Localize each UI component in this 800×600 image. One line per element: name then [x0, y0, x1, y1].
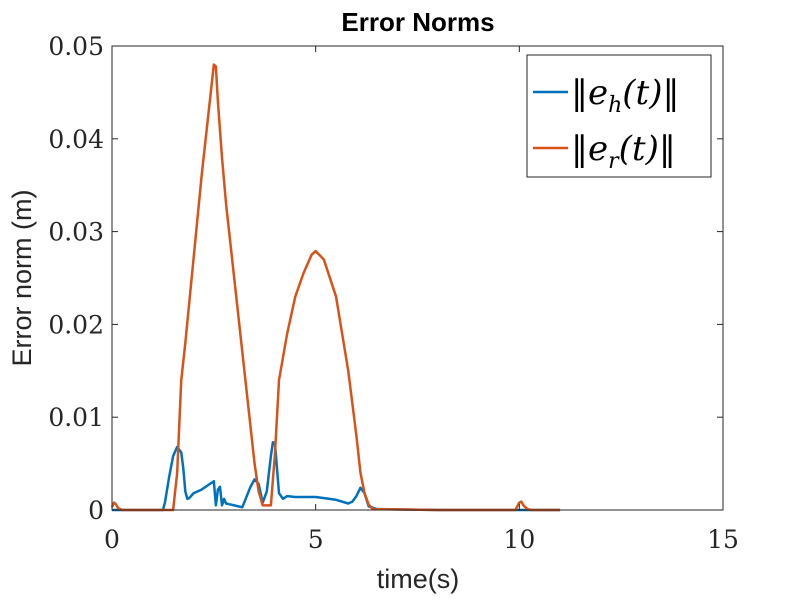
y-tick-label: 0.02	[48, 310, 104, 339]
legend-entry-e-h: ‖eh(t)‖	[571, 73, 680, 118]
y-tick-label: 0.05	[48, 32, 104, 61]
x-tick-label: 15	[707, 525, 739, 554]
plot-area: 0 5 10 15 0 0.01 0.02 0.03 0.04 0.05	[48, 32, 739, 554]
y-tick-label: 0.03	[48, 218, 104, 247]
tick-layer: 0 5 10 15 0 0.01 0.02 0.03 0.04 0.05	[48, 32, 739, 554]
legend: ‖eh(t)‖ ‖er(t)‖	[526, 54, 712, 178]
chart-title: Error Norms	[341, 7, 494, 37]
legend-box	[526, 54, 712, 178]
y-tick-label: 0.01	[48, 403, 104, 432]
x-tick-label: 5	[308, 525, 324, 554]
y-tick-label: 0.04	[48, 125, 104, 154]
y-axis-label: Error norm (m)	[7, 190, 37, 367]
axes-box	[111, 45, 724, 511]
y-tick-label: 0	[88, 496, 104, 525]
legend-entry-e-r: ‖er(t)‖	[571, 129, 676, 174]
x-tick-label: 0	[104, 525, 120, 554]
series-line-0	[112, 441, 561, 512]
series-line-1	[110, 63, 561, 512]
x-tick-label: 10	[503, 525, 535, 554]
series-layer	[110, 63, 561, 512]
x-axis-label: time(s)	[377, 564, 460, 594]
